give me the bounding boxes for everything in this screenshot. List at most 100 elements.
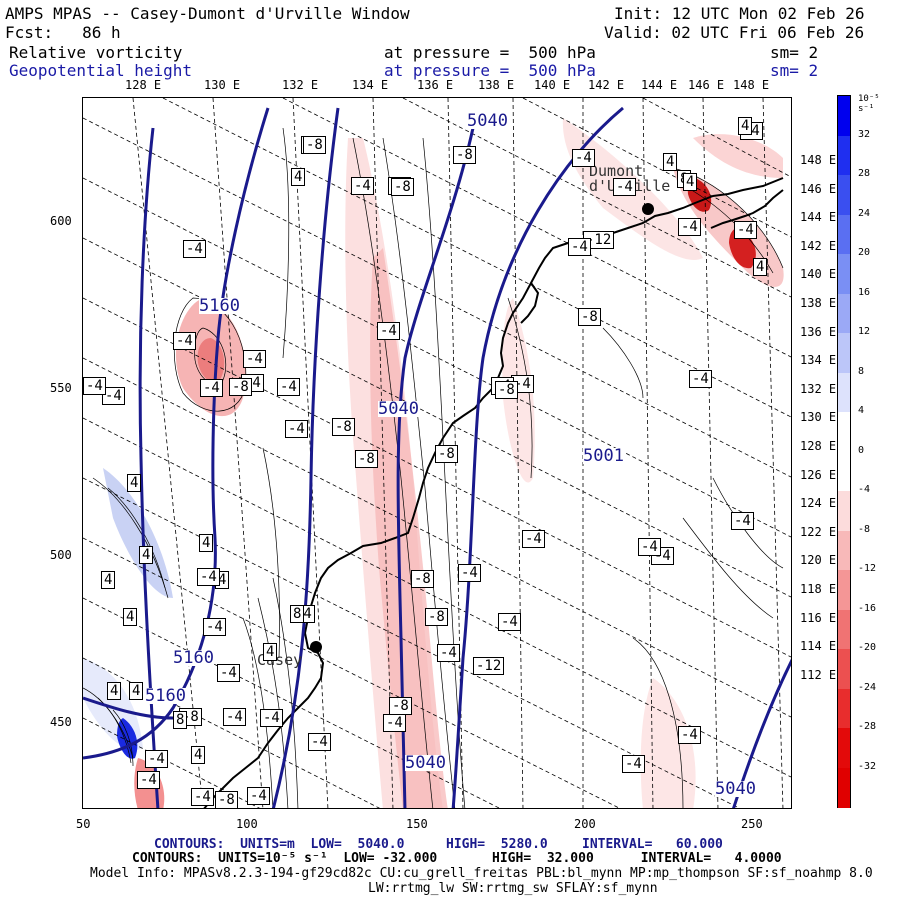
lon-top-label: 128 E [125, 78, 162, 92]
vorticity-label: -12 [473, 657, 505, 675]
colorbar-label: 8 [858, 366, 865, 377]
vorticity-label: 4 [123, 608, 138, 626]
vorticity-label: 4 [107, 682, 122, 700]
height-contour-label: 5040 [467, 111, 508, 131]
vorticity-label: -4 [203, 618, 226, 636]
forecast-hour: Fcst: 86 h [5, 23, 121, 42]
colorbar-swatch [838, 333, 850, 373]
vorticity-label: -4 [145, 750, 168, 768]
colorbar-swatch [838, 451, 850, 492]
vorticity-label: -4 [458, 564, 481, 582]
colorbar-label: 4 [858, 405, 865, 416]
lon-right-label: 124 E [800, 496, 837, 510]
height-contour-label: 5001 [583, 446, 624, 466]
vorticity-label: -8 [435, 445, 458, 463]
lon-top-label: 136 E [417, 78, 454, 92]
colorbar-swatch [838, 688, 850, 729]
y-tick-label: 550 [50, 381, 72, 395]
lon-right-label: 134 E [800, 353, 837, 367]
height-contour-label: 5160 [199, 296, 240, 316]
colorbar-swatch [838, 175, 850, 215]
lon-top-label: 132 E [282, 78, 319, 92]
colorbar-swatch [838, 728, 850, 768]
vorticity-label: 4 [129, 682, 144, 700]
vorticity-label: -4 [223, 708, 246, 726]
colorbar-swatch [838, 609, 850, 650]
vorticity-label: -8 [453, 146, 476, 164]
vorticity-label: -4 [622, 755, 645, 773]
lon-right-label: 140 E [800, 267, 837, 281]
colorbar-label: -32 [858, 761, 877, 772]
vorticity-label: -4 [568, 238, 591, 256]
vorticity-label: -4 [613, 178, 636, 196]
colorbar-label: 28 [858, 168, 871, 179]
lon-top-label: 140 E [534, 78, 571, 92]
vorticity-label: 4 [101, 571, 116, 589]
colorbar-swatch [838, 96, 850, 136]
vorticity-label: -8 [355, 450, 378, 468]
vorticity-label: -4 [731, 512, 754, 530]
vorticity-label: 8 [290, 605, 305, 623]
colorbar-label: -4 [858, 484, 871, 495]
vorticity-label: -4 [197, 568, 220, 586]
colorbar-label: -16 [858, 603, 877, 614]
lon-right-label: 126 E [800, 468, 837, 482]
vorticity-label: -8 [389, 697, 412, 715]
vorticity-label: -8 [229, 378, 252, 396]
vorticity-label: -8 [215, 791, 238, 808]
vorticity-label: -4 [572, 149, 595, 167]
vorticity-label: -12 [583, 231, 615, 249]
lon-right-label: 114 E [800, 639, 837, 653]
vorticity-label: -4 [383, 714, 406, 732]
lon-right-label: 130 E [800, 410, 837, 424]
vorticity-label: -4 [243, 350, 266, 368]
lon-right-label: 132 E [800, 382, 837, 396]
lon-right-label: 116 E [800, 611, 837, 625]
footer-height-contours: CONTOURS: UNITS=m LOW= 5040.0 [154, 837, 405, 852]
footer-height-high: HIGH= 5280.0 [446, 837, 548, 852]
vorticity-label: -8 [411, 570, 434, 588]
colorbar-label: 24 [858, 208, 871, 219]
lon-right-label: 144 E [800, 210, 837, 224]
vorticity-label: -4 [678, 726, 701, 744]
height-contour-label: 5040 [715, 779, 756, 799]
colorbar-label: 32 [858, 129, 871, 140]
colorbar-swatch [838, 530, 850, 571]
footer-model-info: Model Info: MPASv8.2.3-194-gf29cd82c CU:… [90, 866, 873, 881]
y-tick-label: 500 [50, 548, 72, 562]
field2-smoothing: sm= 2 [770, 61, 819, 80]
vorticity-label: -4 [351, 177, 374, 195]
vorticity-label: 4 [199, 534, 214, 552]
colorbar-label: 20 [858, 247, 871, 258]
colorbar-swatch [838, 767, 850, 808]
x-tick-label: 50 [76, 817, 91, 831]
lon-right-label: 128 E [800, 439, 837, 453]
vorticity-label: 4 [663, 153, 678, 171]
colorbar-label: 16 [858, 287, 871, 298]
vorticity-label: -4 [308, 733, 331, 751]
colorbar-unit: 10⁻⁵ s⁻¹ [858, 94, 880, 114]
height-contour-label: 5160 [145, 686, 186, 706]
height-contour-label: 5160 [173, 648, 214, 668]
lon-right-label: 112 E [800, 668, 837, 682]
field2-level: at pressure = 500 hPa [384, 61, 596, 80]
vorticity-label: 4 [127, 474, 142, 492]
lon-top-label: 144 E [641, 78, 678, 92]
field2-name: Geopotential height [9, 61, 193, 80]
valid-time: Valid: 02 UTC Fri 06 Feb 26 [604, 23, 865, 42]
x-tick-label: 250 [741, 817, 763, 831]
vorticity-label: -4 [377, 322, 400, 340]
lon-right-label: 138 E [800, 296, 837, 310]
vorticity-label: -8 [495, 381, 518, 399]
colorbar-label: -12 [858, 563, 877, 574]
colorbar-swatch [838, 293, 850, 334]
colorbar-label: -8 [858, 524, 871, 535]
lon-right-label: 146 E [800, 182, 837, 196]
vorticity-label: 4 [291, 168, 306, 186]
colorbar-swatch [838, 570, 850, 610]
colorbar-swatch [838, 372, 850, 413]
vorticity-label: 4 [139, 546, 154, 564]
vorticity-label: -4 [137, 771, 160, 789]
colorbar-swatch [838, 649, 850, 689]
vorticity-label: -4 [173, 332, 196, 350]
